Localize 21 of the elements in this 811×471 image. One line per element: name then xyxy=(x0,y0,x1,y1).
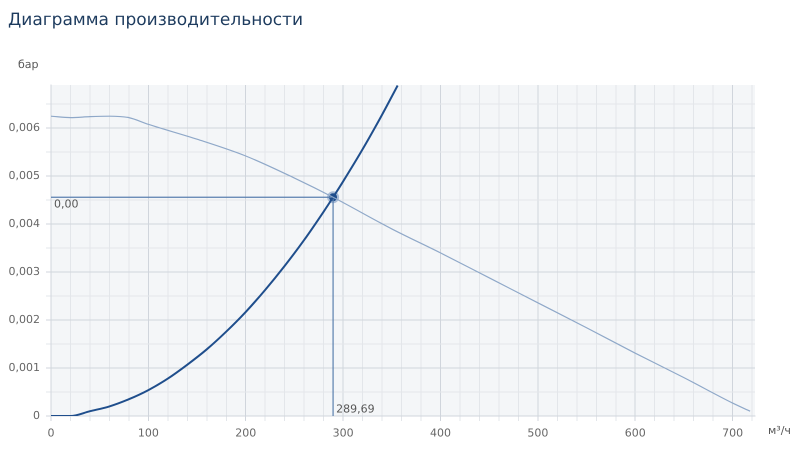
y-tick-label: 0,005 xyxy=(8,169,40,182)
x-tick-label: 300 xyxy=(332,426,354,440)
y-tick-label: 0,002 xyxy=(8,312,40,326)
y-axis-title: бар xyxy=(18,58,39,71)
y-tick-label: 0,003 xyxy=(8,264,40,278)
x-tick-label: 100 xyxy=(138,426,159,440)
annotation: 289,69 xyxy=(336,402,375,416)
x-axis-title: м³/ч xyxy=(768,424,791,437)
y-tick-label: 0,004 xyxy=(8,216,40,230)
line-series xyxy=(51,116,751,412)
y-tick-label: 0 xyxy=(33,408,40,422)
x-tick-label: 700 xyxy=(722,426,744,440)
y-tick-label: 0,006 xyxy=(8,121,40,134)
chart-title: Диаграмма производительности xyxy=(8,10,304,30)
y-tick-label: 0,001 xyxy=(8,360,40,374)
annotation: 0,00 xyxy=(54,198,78,211)
x-tick-label: 0 xyxy=(48,426,54,440)
x-tick-label: 400 xyxy=(430,426,451,440)
x-tick-label: 600 xyxy=(624,426,646,440)
x-tick-label: 500 xyxy=(527,426,548,440)
x-tick-label: 200 xyxy=(235,426,256,440)
